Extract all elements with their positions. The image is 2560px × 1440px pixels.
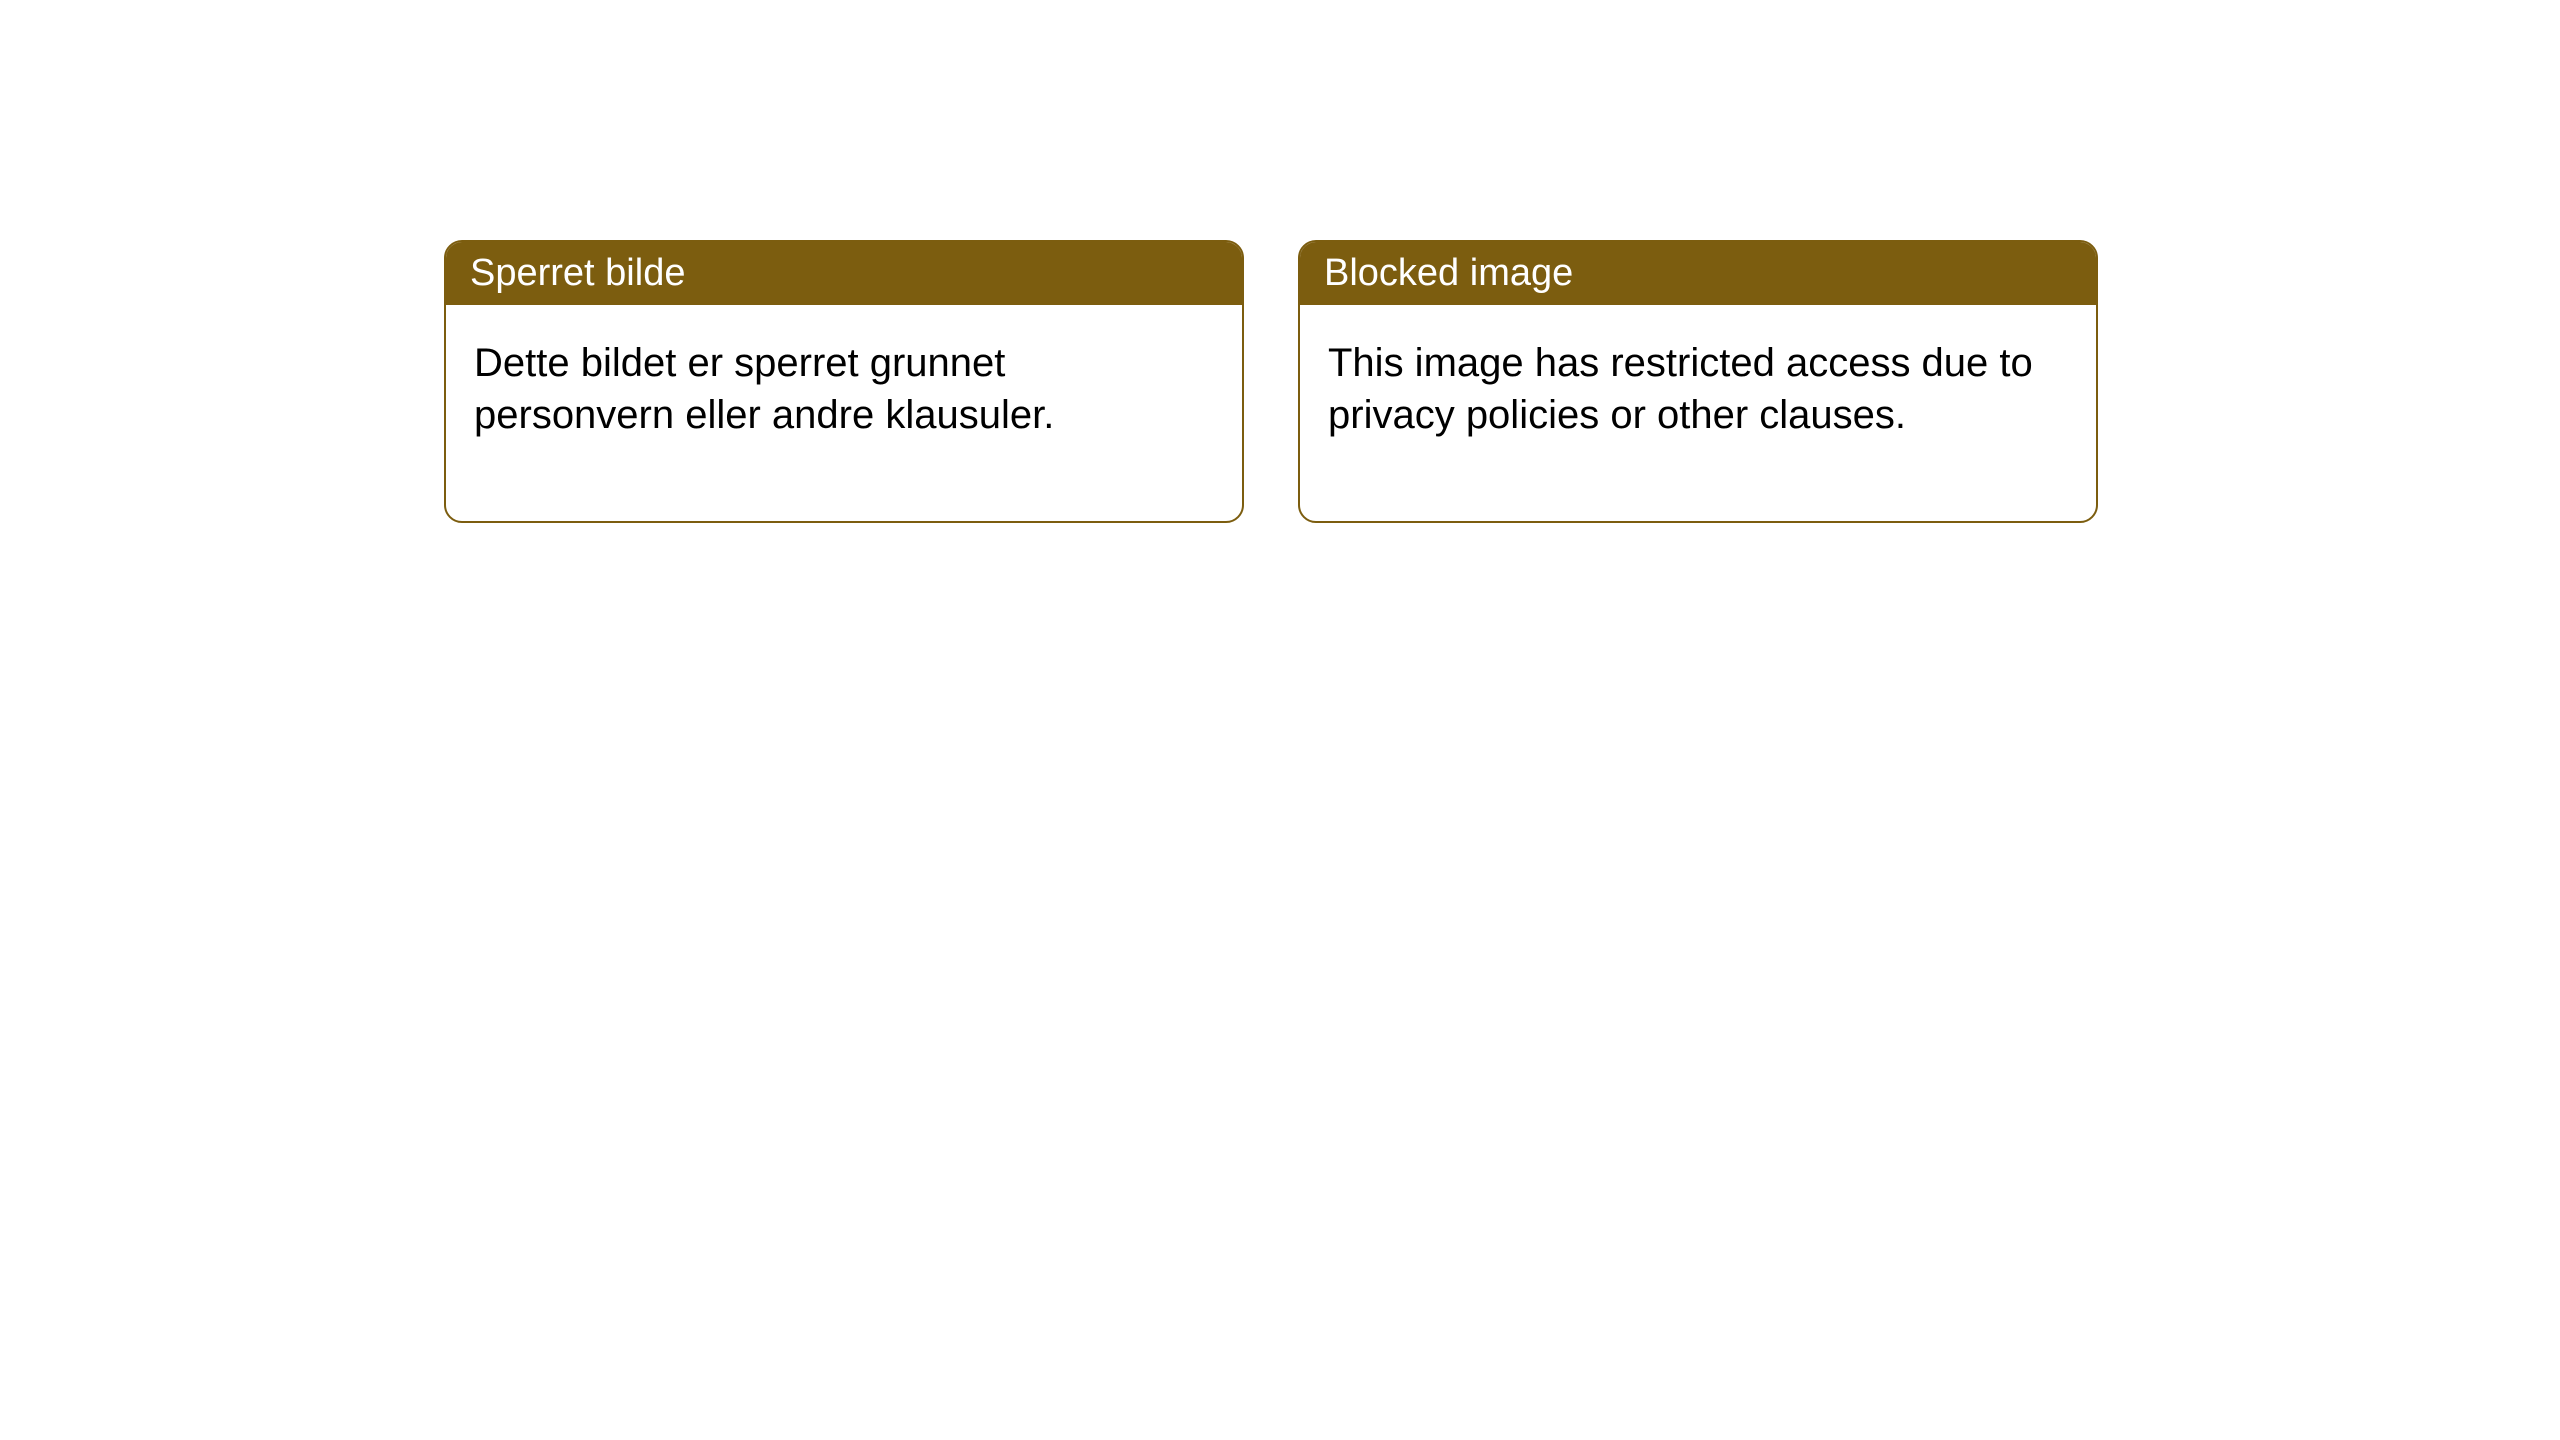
notice-card-norwegian: Sperret bilde Dette bildet er sperret gr… — [444, 240, 1244, 523]
notice-container: Sperret bilde Dette bildet er sperret gr… — [0, 0, 2560, 523]
notice-header: Sperret bilde — [446, 242, 1242, 305]
notice-body: This image has restricted access due to … — [1300, 305, 2096, 521]
notice-body: Dette bildet er sperret grunnet personve… — [446, 305, 1242, 521]
notice-header: Blocked image — [1300, 242, 2096, 305]
notice-card-english: Blocked image This image has restricted … — [1298, 240, 2098, 523]
